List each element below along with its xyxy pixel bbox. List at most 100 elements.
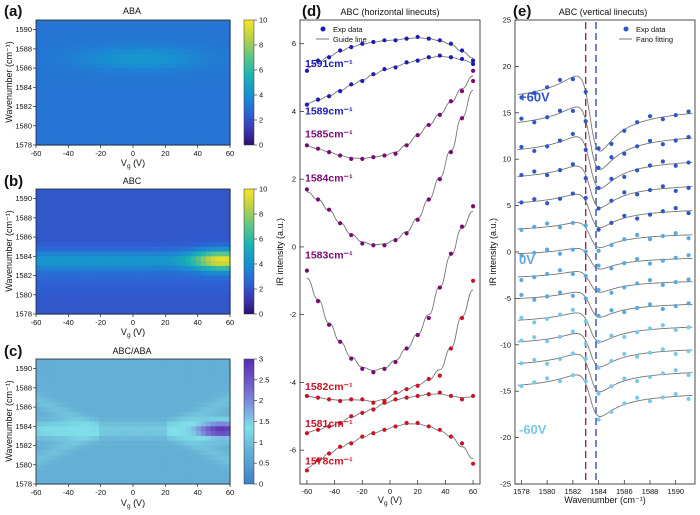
heatmap-a-cell xyxy=(142,135,149,141)
heatmap-c-cell xyxy=(186,411,192,418)
data-point xyxy=(583,176,588,181)
heatmap-c-cell xyxy=(94,387,100,394)
data-point xyxy=(459,56,465,62)
heatmap-c-cell xyxy=(215,416,221,423)
data-point xyxy=(557,196,563,201)
data-point xyxy=(532,90,537,96)
heatmap-b-cell xyxy=(60,270,66,277)
heatmap-a-cell xyxy=(225,63,231,69)
heatmap-b-cell xyxy=(166,304,173,310)
heatmap-b-cell xyxy=(220,280,226,286)
heatmap-b-cell xyxy=(162,304,168,310)
heatmap-b-cell xyxy=(118,208,124,214)
heatmap-a-cell xyxy=(60,140,66,146)
heatmap-c-cell xyxy=(147,474,153,480)
heatmap-c-cell xyxy=(69,464,76,471)
heatmap-b-cell xyxy=(123,251,129,257)
data-point xyxy=(426,55,431,60)
data-point xyxy=(338,339,343,344)
heatmap-b-cell xyxy=(113,285,120,291)
heatmap-b-cell xyxy=(113,251,120,257)
data-point xyxy=(382,427,387,432)
heatmap-a-cell xyxy=(69,58,76,64)
heatmap-b-cell xyxy=(162,289,168,296)
heatmap-b-cell xyxy=(108,213,115,219)
heatmap-c-cell xyxy=(108,421,115,427)
heatmap-c-cell xyxy=(50,363,56,370)
heatmap-a-cell xyxy=(176,48,183,55)
heatmap-b-cell xyxy=(84,246,90,253)
heatmap-b-cell xyxy=(166,280,173,286)
heatmap-c-cell xyxy=(142,416,149,423)
heatmap-b-cell xyxy=(196,213,202,219)
heatmap-b-cell xyxy=(50,222,56,229)
heatmap-b-cell xyxy=(79,193,86,200)
heatmap-c-cell xyxy=(40,440,47,447)
heatmap-c-cell xyxy=(36,479,42,485)
heatmap-c-cell xyxy=(36,426,42,432)
heatmap-a-cell xyxy=(147,130,153,136)
heatmap-c-cell xyxy=(181,397,187,403)
heatmap-a-cell xyxy=(176,53,183,60)
heatmap-a-cell xyxy=(220,24,226,31)
y-tick-label: 0 xyxy=(292,242,296,251)
heatmap-a-cell xyxy=(210,72,217,79)
y-tick-label: 1588 xyxy=(15,44,32,53)
heatmap-b-cell xyxy=(225,265,231,272)
heatmap-a-cell xyxy=(45,34,52,40)
heatmap-b-cell xyxy=(94,237,100,243)
heatmap-a-cell xyxy=(50,111,56,117)
heatmap-a-cell xyxy=(191,68,197,74)
heatmap-a-cell xyxy=(40,48,47,55)
data-point xyxy=(326,424,332,429)
heatmap-c-cell xyxy=(191,359,197,365)
heatmap-c-cell xyxy=(36,363,42,370)
heatmap-c-cell xyxy=(176,455,183,461)
heatmap-b-cell xyxy=(108,246,115,253)
heatmap-c-cell xyxy=(94,363,100,370)
heatmap-c-cell xyxy=(205,474,212,480)
heatmap-a-cell xyxy=(103,82,110,88)
heatmap-a-cell xyxy=(147,111,153,117)
heatmap-c-cell xyxy=(65,387,71,394)
heatmap-b-cell xyxy=(113,227,120,233)
heatmap-b-cell xyxy=(205,232,212,238)
heatmap-c-cell xyxy=(200,474,207,480)
heatmap-b-cell xyxy=(74,294,81,301)
heatmap-b-cell xyxy=(133,294,139,301)
heatmap-c-cell xyxy=(152,359,158,365)
heatmap-c-cell xyxy=(215,392,221,399)
heatmap-a-cell xyxy=(55,87,61,93)
heatmap-b-cell xyxy=(55,203,61,209)
heatmap-c-cell xyxy=(123,407,129,413)
heatmap-c-cell xyxy=(157,392,163,399)
heatmap-c-cell xyxy=(205,387,212,394)
heatmap-a-cell xyxy=(171,120,178,127)
heatmap-a-cell xyxy=(196,20,202,26)
heatmap-b-cell xyxy=(181,294,187,301)
heatmap-a-cell xyxy=(113,96,120,103)
heatmap-c-cell xyxy=(50,387,56,394)
heatmap-a-cell xyxy=(186,96,192,103)
heatmap-a-cell xyxy=(166,96,173,103)
heatmap-b-cell xyxy=(210,208,217,214)
heatmap-c-cell xyxy=(84,373,90,379)
heatmap-b-cell xyxy=(137,289,144,296)
heatmap-a-cell xyxy=(210,140,217,146)
heatmap-b-cell xyxy=(210,217,217,224)
heatmap-b-cell xyxy=(215,189,221,195)
heatmap-a-cell xyxy=(205,116,212,122)
colorbar-tick-label: 0 xyxy=(259,480,263,489)
heatmap-b-cell xyxy=(60,280,66,286)
heatmap-b-cell xyxy=(103,299,110,305)
heatmap-a-cell xyxy=(152,120,158,127)
heatmap-b-cell xyxy=(147,203,153,209)
heatmap-b-cell xyxy=(128,265,134,272)
heatmap-c-cell xyxy=(157,387,163,394)
heatmap-b-cell xyxy=(74,299,81,305)
heatmap-b-cell xyxy=(133,299,139,305)
heatmap-b-cell xyxy=(84,289,90,296)
heatmap-c-cell xyxy=(128,421,134,427)
panel-d-legend: Exp data Guide line xyxy=(316,25,367,44)
heatmap-b-cell xyxy=(171,246,178,253)
